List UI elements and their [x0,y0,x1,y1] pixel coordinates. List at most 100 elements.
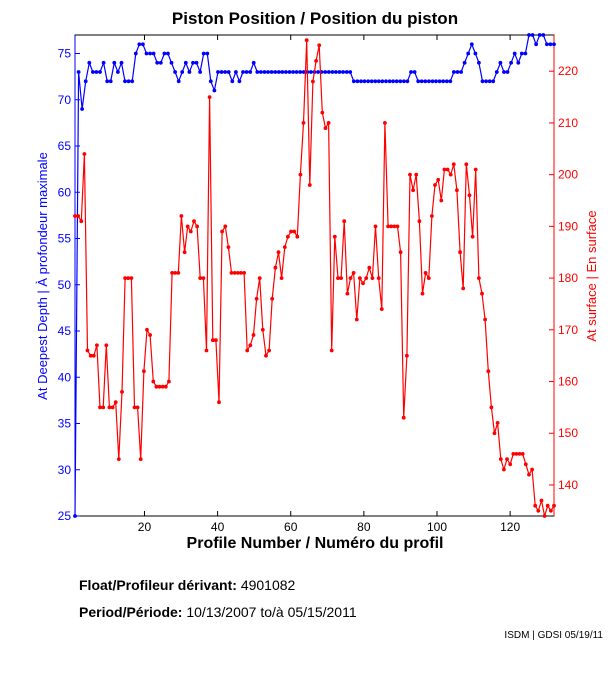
surface-data-point [489,405,494,410]
x-tick-label: 40 [211,520,225,534]
surface-data-point [320,110,325,115]
surface-data-point [113,400,118,405]
surface-data-point [254,296,259,301]
deepest-depth-data-point [355,79,360,84]
surface-data-point [279,276,284,280]
deepest-depth-data-point [180,70,185,74]
deepest-depth-data-point [162,51,167,56]
x-tick-label: 80 [357,520,371,534]
deepest-depth-data-point [516,60,521,65]
deepest-depth-data-point [466,51,471,56]
surface-data-point [210,338,215,343]
deepest-depth-data-point [155,60,160,65]
deepest-depth-data-point [323,70,328,74]
surface-data-point [229,271,234,275]
left-axis-label: At Deepest Depth | À profondeur maximale [35,152,50,400]
surface-data-point [339,276,343,280]
deepest-depth-data-point [373,79,378,84]
surface-data-point [79,219,84,224]
deepest-depth-data-point [244,70,249,74]
deepest-depth-data-point [280,70,285,74]
surface-data-point [91,353,96,358]
deepest-depth-data-point [144,51,149,56]
surface-data-point [204,348,209,353]
surface-data-point [142,369,146,374]
deepest-depth-data-point [341,70,345,74]
deepest-depth-data-point [166,51,170,56]
x-tick-label: 60 [284,520,298,534]
surface-data-point [492,431,497,436]
surface-data-point [126,276,131,280]
surface-data-point [267,348,271,353]
surface-data-point [483,317,487,322]
deepest-depth-data-point [108,79,113,84]
deepest-depth-data-point [301,70,306,74]
right-tick-label: 200 [558,168,578,182]
surface-data-point [498,457,503,461]
surface-data-point [248,343,253,348]
deepest-depth-data-point [176,79,181,84]
surface-data-point [464,162,469,167]
left-tick-label: 65 [58,139,72,153]
surface-data-point [207,95,212,99]
surface-data-point [107,405,112,410]
deepest-depth-data-point [326,70,331,74]
right-axis-label: At surface | En surface [584,210,599,341]
deepest-depth-data-point [223,70,228,74]
surface-data-point [552,503,556,508]
deepest-depth-data-point [259,70,263,74]
deepest-depth-data-point [351,79,356,84]
period-label: Period/Période: [79,604,183,620]
deepest-depth-data-point [423,79,428,84]
surface-data-point [179,214,184,218]
plot-area: 20 40 60 80 100 120 25 30 35 40 45 50 55 60 65 70 75 140 1… [58,33,578,534]
surface-data-point [495,421,500,425]
surface-data-point [439,198,444,203]
surface-data-point [398,250,403,255]
surface-data-point [101,405,106,410]
deepest-depth-data-point [537,33,542,37]
surface-data-point [298,172,303,177]
deepest-depth-data-point [208,79,213,84]
deepest-depth-data-point [552,42,556,47]
surface-data-point [458,250,462,255]
surface-data-point [223,224,228,229]
surface-data-point [304,38,309,43]
deepest-depth-data-point [362,79,367,84]
deepest-depth-data-point [527,33,531,37]
right-tick-label: 150 [558,426,578,440]
surface-data-point [414,172,419,177]
deepest-depth-data-point [169,60,174,65]
surface-data-point [423,271,428,275]
chart-title: Piston Position / Position du piston [172,9,458,28]
deepest-depth-data-point [83,79,88,84]
deepest-depth-data-point [276,70,281,74]
surface-data-point [129,276,134,280]
deepest-depth-data-point [98,70,102,74]
surface-data-point [104,343,109,348]
surface-data-point [295,234,300,239]
surface-data-point [120,390,124,394]
deepest-depth-data-point [269,70,274,74]
surface-data-point [455,188,459,193]
surface-data-point [154,384,159,389]
surface-data-point [135,405,140,410]
deepest-depth-data-point [394,79,399,84]
deepest-depth-data-point [101,60,106,65]
deepest-depth-data-point [330,70,335,74]
period-info: Period/Période: 10/13/2007 to/à 05/15/20… [79,604,357,620]
surface-data-point [386,224,390,229]
surface-data-point [358,276,362,280]
surface-data-point [364,276,369,280]
deepest-depth-data-point [76,70,81,74]
deepest-depth-data-point [309,70,313,74]
deepest-depth-data-point [512,51,517,56]
x-axis-label: Profile Number / Numéro du profil [187,535,444,552]
surface-data-point [314,59,318,63]
deepest-depth-data-point [494,70,499,74]
surface-data-point [539,498,544,503]
deepest-depth-data-point [376,79,381,84]
deepest-depth-data-point [141,42,145,47]
deepest-depth-data-point [405,79,410,84]
